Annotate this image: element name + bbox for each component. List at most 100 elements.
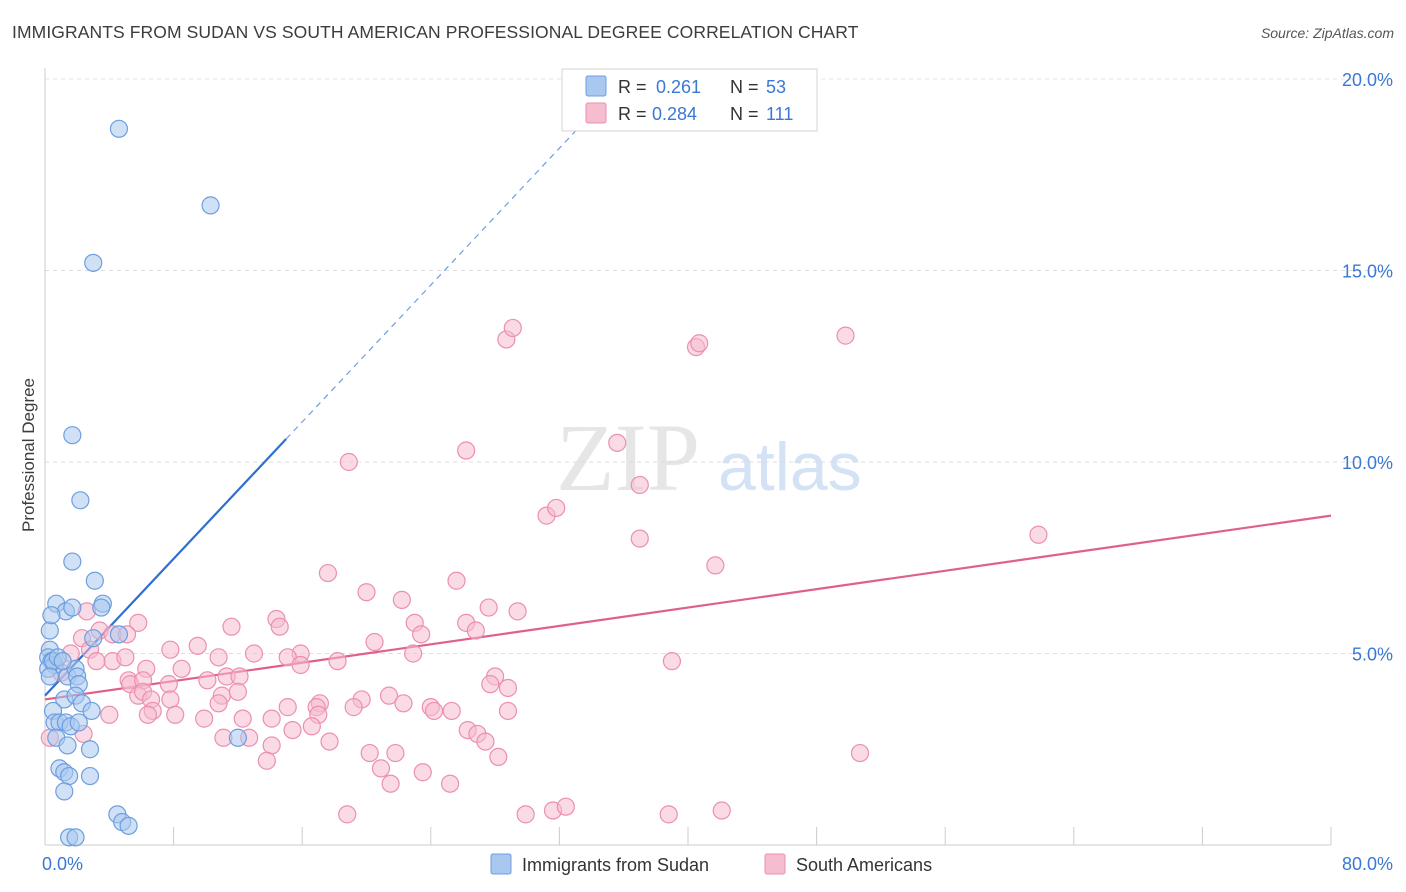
south-american-point [489, 747, 508, 767]
south-american-point [161, 690, 180, 709]
south-american-point [188, 636, 207, 655]
south-american-point [413, 763, 432, 782]
south-american-point [138, 705, 157, 724]
south-american-point [371, 759, 391, 778]
south-american-point [166, 705, 185, 724]
south-american-point [706, 556, 725, 575]
south-american-point [230, 667, 249, 686]
south-american-point [386, 743, 405, 763]
y-tick-label: 10.0% [1342, 453, 1393, 473]
south-american-point [479, 598, 498, 617]
south-american-point [466, 621, 485, 640]
south-american-point [404, 644, 423, 663]
legend-n-label-south-americans: N = [730, 104, 759, 124]
south-american-point [381, 774, 400, 793]
south-american-point [222, 617, 241, 636]
south-american-point [608, 433, 627, 452]
legend-r-value-sudan: 0.261 [656, 77, 701, 97]
sudan-point [53, 652, 72, 671]
source-label: Source: ZipAtlas.com [1260, 25, 1394, 41]
sudan-point [85, 571, 104, 590]
south-american-point [662, 652, 682, 671]
legend: R = 0.261 N = 53 R = 0.284 N = 111 [561, 68, 818, 132]
south-american-point [357, 583, 376, 602]
south-american-point [159, 675, 178, 694]
sudan-point [69, 713, 88, 732]
legend-r-value-south-americans: 0.284 [652, 104, 697, 124]
sudan-point [228, 728, 247, 747]
legend-swatch-south-americans [585, 102, 607, 124]
legend-r-label-south-americans: R = [618, 104, 647, 124]
south-american-point [257, 751, 276, 770]
south-american-point [556, 797, 575, 816]
south-american-point [547, 498, 566, 518]
south-american-point [228, 682, 247, 701]
south-american-point [100, 705, 119, 724]
legend-n-label-sudan: N = [730, 77, 759, 97]
sudan-trend-extension [285, 130, 576, 440]
south-american-point [476, 732, 495, 751]
legend-n-value-south-americans: 111 [766, 104, 793, 124]
watermark: ZIP atlas [556, 404, 862, 511]
south-american-point [320, 732, 339, 751]
south-american-point [283, 720, 302, 740]
south-american-point [87, 652, 106, 671]
south-american-point [339, 452, 358, 472]
legend-swatch-sudan [585, 75, 607, 97]
sudan-point [42, 606, 61, 625]
south-american-point [630, 475, 649, 495]
south-american-point [195, 709, 214, 728]
south-american-point [318, 563, 338, 583]
x-tick-label-min: 0.0% [42, 854, 83, 874]
south-american-point [659, 805, 678, 824]
sudan-point [66, 828, 85, 847]
y-axis-label: Professional Degree [19, 378, 38, 532]
sudan-point [40, 621, 59, 640]
south-american-point [338, 805, 357, 824]
south-american-point [172, 659, 191, 678]
legend-n-value-sudan: 53 [766, 77, 786, 97]
south-american-point [498, 701, 518, 721]
south-american-point [198, 671, 217, 690]
sudan-point [60, 766, 79, 786]
south-american-point [836, 326, 855, 345]
south-american-point [690, 334, 709, 353]
south-american-point [508, 602, 527, 621]
south-american-point [233, 709, 252, 728]
sudan-point [84, 629, 103, 648]
sudan-point [71, 491, 90, 510]
south-american-point [365, 632, 384, 652]
south-american-point [344, 698, 363, 717]
sudan-point [63, 598, 82, 617]
south-american-point [412, 625, 431, 644]
south-american-point [209, 648, 228, 667]
south-american-point [457, 441, 476, 460]
south-american-point [503, 318, 522, 338]
sudan-point [80, 766, 100, 786]
tick-labels: 5.0% 10.0% 15.0% 20.0% 0.0% 80.0% [42, 70, 1393, 874]
bottom-legend-label-south-americans: South Americans [796, 855, 932, 875]
south-american-point [209, 694, 228, 713]
sudan-point [109, 119, 129, 138]
watermark-zip: ZIP [556, 404, 700, 511]
axes [44, 68, 1332, 846]
south-american-point [116, 648, 135, 667]
south-american-trend-line [44, 514, 1332, 701]
sudan-point [84, 253, 103, 272]
south-american-point [630, 529, 649, 548]
sudan-point [109, 625, 129, 644]
south-american-point [712, 801, 731, 820]
bottom-legend-swatch-sudan [490, 853, 512, 875]
sudan-point [92, 598, 111, 617]
sudan-point [55, 782, 74, 801]
south-american-point [440, 774, 460, 793]
sudan-point [63, 552, 82, 571]
south-american-point [291, 655, 310, 675]
data-points [39, 119, 1048, 847]
watermark-atlas: atlas [718, 429, 862, 505]
sudan-point [82, 701, 101, 721]
south-american-point [516, 805, 535, 824]
x-tick-label-max: 80.0% [1342, 854, 1393, 874]
south-american-point [1029, 525, 1048, 544]
sudan-point [80, 740, 100, 759]
